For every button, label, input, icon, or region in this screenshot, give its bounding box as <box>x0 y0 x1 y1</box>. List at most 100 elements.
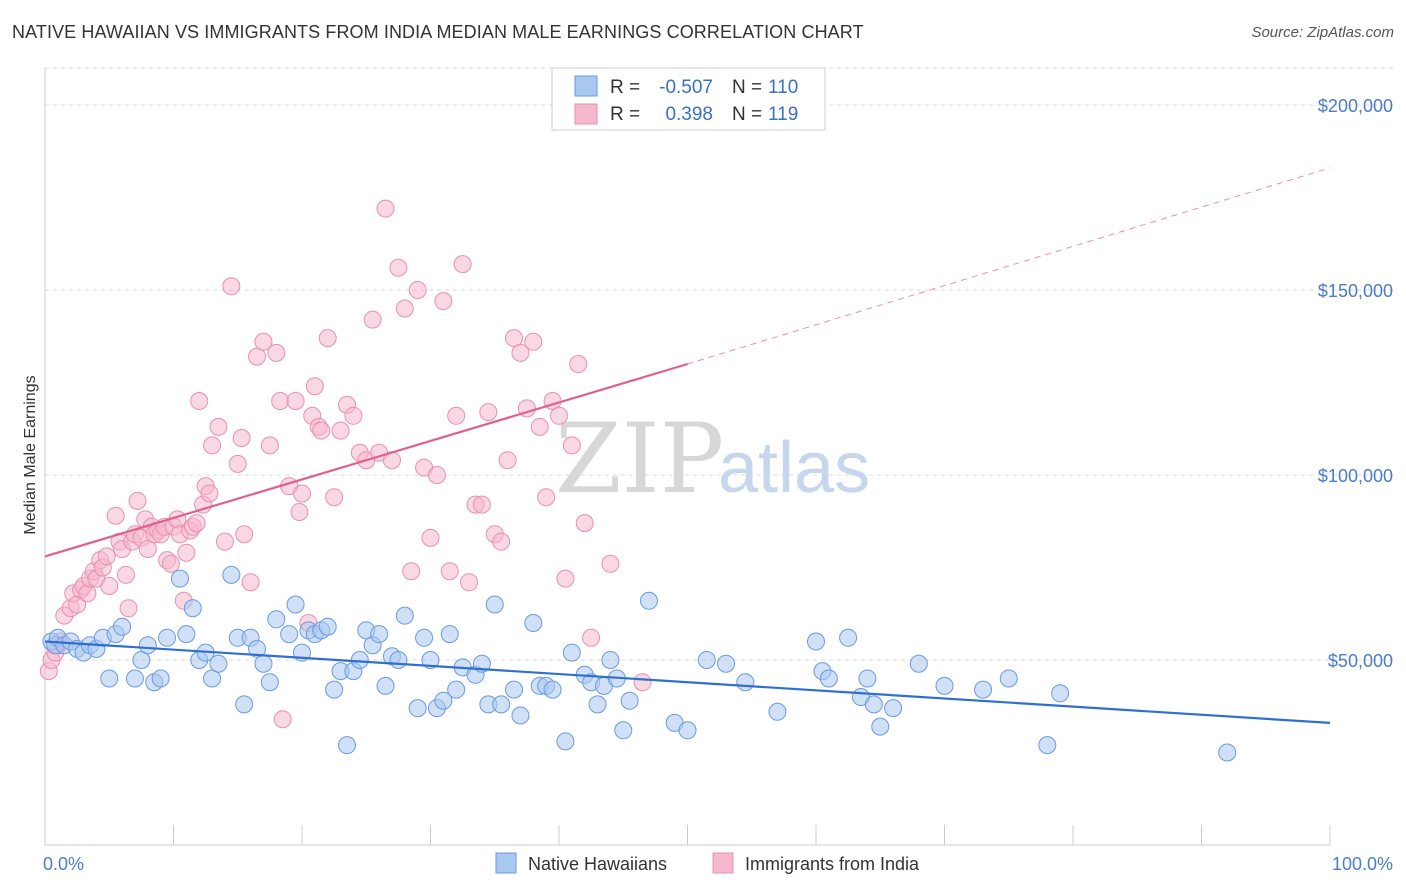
india-point-81 <box>376 199 395 218</box>
india-point-111 <box>569 355 588 373</box>
india-point-115 <box>633 673 652 692</box>
hawaiian-point-55 <box>421 651 440 669</box>
hawaiian-point-66 <box>505 680 524 699</box>
hawaiian-point-80 <box>614 721 633 740</box>
hawaiian-point-18 <box>158 628 177 647</box>
india-point-91 <box>440 562 459 581</box>
series-legend: Native Hawaiians Immigrants from India <box>495 852 920 874</box>
india-point-69 <box>305 377 324 396</box>
india-point-60 <box>267 343 286 362</box>
india-point-22 <box>116 565 135 584</box>
india-point-105 <box>530 417 549 436</box>
y-tick-label-3: $200,000 <box>1318 96 1393 116</box>
india-point-92 <box>447 406 466 425</box>
hawaiian-point-19 <box>170 569 189 588</box>
hawaiian-point-71 <box>543 680 562 699</box>
hawaiian-point-89 <box>807 632 825 651</box>
native-hawaiians-trend-line <box>44 640 1331 724</box>
india-point-66 <box>293 484 311 503</box>
hawaiian-point-10 <box>100 669 119 688</box>
hawaiian-point-73 <box>562 643 581 662</box>
india-point-11 <box>78 584 97 603</box>
hawaiian-point-17 <box>151 669 170 688</box>
hawaiian-point-96 <box>871 717 890 736</box>
hawaiian-point-65 <box>492 695 511 714</box>
hawaiian-point-72 <box>556 732 575 751</box>
hawaiian-point-13 <box>125 669 144 688</box>
india-point-53 <box>228 454 247 473</box>
india-point-74 <box>331 421 350 440</box>
x-tick-label-max: 100.0% <box>1332 854 1393 874</box>
india-point-19 <box>106 506 125 525</box>
bottom-legend-swatch-native-hawaiians <box>495 852 517 874</box>
hawaiian-point-102 <box>1038 736 1057 755</box>
y-tick-label-2: $150,000 <box>1318 281 1393 301</box>
india-point-90 <box>434 292 453 311</box>
hawaiian-point-94 <box>858 669 877 688</box>
india-point-102 <box>511 343 530 362</box>
legend-swatch-immigrants-from-india <box>574 103 598 125</box>
india-point-26 <box>128 491 147 510</box>
hawaiian-point-53 <box>408 699 427 718</box>
trend-lines <box>44 167 1331 724</box>
hawaiian-point-20 <box>177 625 196 644</box>
hawaiian-point-67 <box>511 706 530 725</box>
hawaiian-point-12 <box>113 617 132 636</box>
hawaiian-point-28 <box>235 695 254 714</box>
legend-swatch-native-hawaiians <box>574 75 598 97</box>
native-hawaiians-points <box>42 565 1237 762</box>
hawaiian-point-87 <box>736 673 755 692</box>
hawaiian-point-40 <box>318 617 337 636</box>
hawaiian-point-21 <box>183 599 202 618</box>
hawaiian-point-99 <box>935 676 954 695</box>
legend-r-value-2: 0.398 <box>665 104 713 125</box>
correlation-legend: R = -0.507 N = 110 R = 0.398 N = 119 <box>551 67 826 131</box>
india-point-108 <box>550 406 568 425</box>
india-point-110 <box>562 436 581 455</box>
india-point-99 <box>492 532 511 551</box>
india-point-41 <box>177 543 196 562</box>
india-point-56 <box>241 573 260 592</box>
india-point-72 <box>318 329 337 348</box>
hawaiian-point-54 <box>415 628 434 647</box>
hawaiian-point-84 <box>678 721 697 740</box>
hawaiian-point-48 <box>370 625 389 644</box>
hawaiian-point-32 <box>260 673 279 692</box>
hawaiian-point-78 <box>601 651 620 669</box>
watermark-zip: ZIP <box>555 403 724 515</box>
india-point-54 <box>232 429 251 447</box>
india-point-76 <box>344 406 363 425</box>
india-point-89 <box>427 466 446 484</box>
india-point-71 <box>312 421 331 440</box>
y-axis-label: Median Male Earnings <box>22 375 39 534</box>
india-trend-line <box>44 362 688 558</box>
india-point-50 <box>209 417 228 436</box>
hawaiian-point-25 <box>209 654 228 673</box>
hawaiian-point-68 <box>524 614 543 632</box>
chart-title: NATIVE HAWAIIAN VS IMMIGRANTS FROM INDIA… <box>12 22 864 42</box>
hawaiian-point-64 <box>485 595 504 614</box>
hawaiian-point-41 <box>325 680 344 699</box>
hawaiian-point-31 <box>254 654 273 673</box>
india-point-88 <box>421 528 440 547</box>
india-point-83 <box>389 258 408 277</box>
hawaiian-point-49 <box>376 676 395 695</box>
y-tick-label-1: $100,000 <box>1318 466 1393 486</box>
hawaiian-point-95 <box>864 695 883 714</box>
india-point-85 <box>402 562 421 581</box>
hawaiian-point-91 <box>819 669 838 688</box>
india-point-97 <box>479 403 498 422</box>
hawaiian-point-35 <box>286 595 305 614</box>
axes <box>44 68 1331 846</box>
hawaiian-point-51 <box>389 651 408 669</box>
watermark-atlas: atlas <box>718 428 870 508</box>
bottom-legend-label-native-hawaiians: Native Hawaiians <box>528 854 667 874</box>
hawaiian-point-101 <box>999 669 1018 688</box>
india-point-64 <box>286 392 305 410</box>
india-point-65 <box>290 503 309 521</box>
india-trend-line-extension <box>687 167 1331 365</box>
hawaiian-point-85 <box>697 651 716 669</box>
india-point-52 <box>222 277 241 296</box>
india-point-17 <box>97 547 116 566</box>
